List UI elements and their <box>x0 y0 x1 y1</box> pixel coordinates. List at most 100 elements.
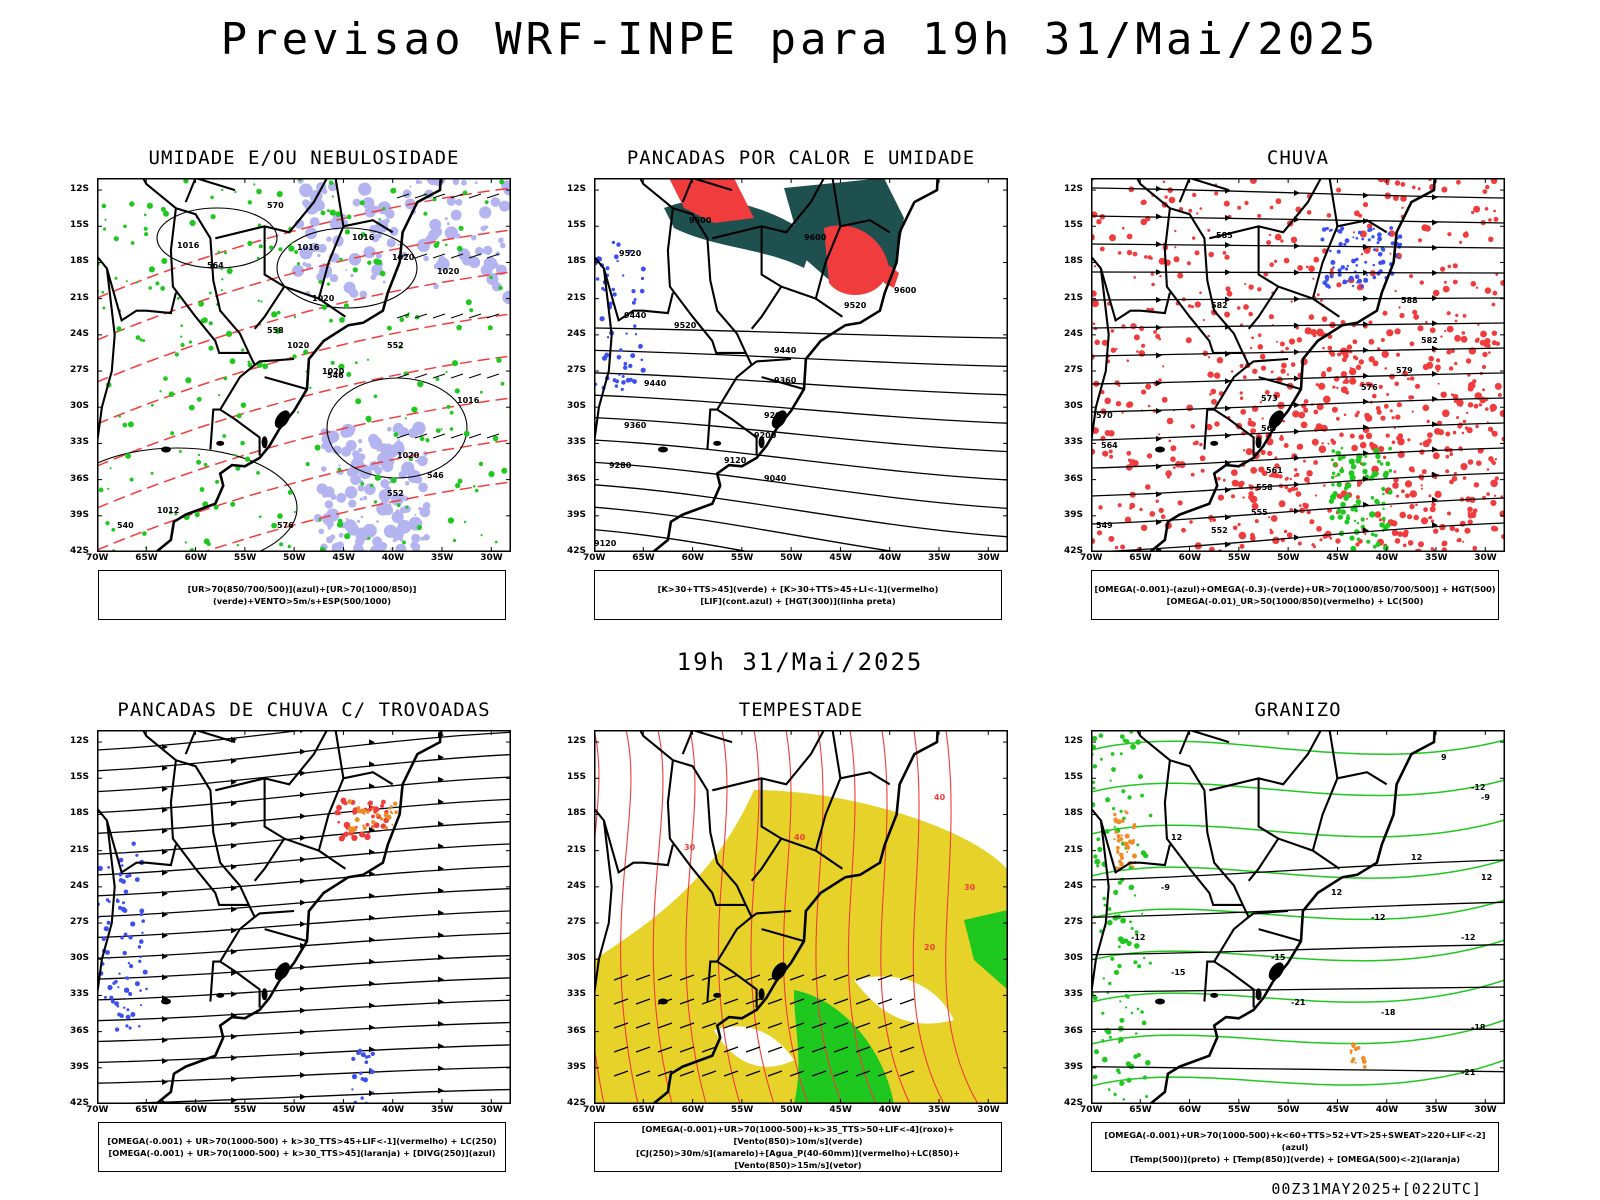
lat-tick-label: 30S <box>1064 953 1084 964</box>
hgt300-contours <box>594 327 1008 552</box>
lat-tick-label: 27S <box>1064 365 1084 376</box>
lon-tick-label: 45W <box>332 553 355 563</box>
contour-label: 558 <box>267 326 284 335</box>
lat-tick-label: 36S <box>1064 473 1084 484</box>
temp850-green <box>1091 739 1505 1087</box>
lat-tick-label: 18S <box>567 256 587 267</box>
wind850-green <box>794 910 1008 1104</box>
map-axes <box>1091 730 1505 1104</box>
lat-tick-label: 36S <box>567 473 587 484</box>
contour-label: -12 <box>1131 933 1145 942</box>
lat-tick-label: 39S <box>1064 1061 1084 1072</box>
contour-label: 9120 <box>594 539 617 548</box>
contour-label: 582 <box>1211 301 1228 310</box>
lon-tick-label: 70W <box>1080 553 1103 563</box>
legend-granizo: [OMEGA(-0.001)+UR>70(1000-500)+k<60+TTS>… <box>1091 1122 1499 1172</box>
contour-label: 9040 <box>764 474 787 483</box>
map-tempestade: 40 30 20 40 30 <box>594 730 1008 1104</box>
lon-tick-label: 45W <box>1326 553 1349 563</box>
lon-tick-label: 35W <box>431 553 454 563</box>
lat-tick-label: 33S <box>1064 437 1084 448</box>
lon-tick-label: 55W <box>730 553 754 563</box>
lon-tick-label: 50W <box>283 1105 306 1115</box>
lon-tick-label: 45W <box>1326 1105 1349 1115</box>
lon-tick-label: 55W <box>1227 1105 1251 1115</box>
map-umidade: 1016 1016 1016 1020 1020 1020 1020 1020 1020 1016… <box>97 178 511 552</box>
contour-label: 546 <box>427 471 444 480</box>
lon-tick-label: 30W <box>1474 553 1497 563</box>
map-axes <box>97 730 511 1104</box>
lat-tick-label: 30S <box>70 401 90 412</box>
lat-tick-label: 42S <box>567 1098 587 1108</box>
legend-line: [CJ(250)>30m/s](amarelo)+[Agua_P(40-60mm… <box>635 1148 961 1170</box>
lat-tick-label: 21S <box>567 292 587 303</box>
map-axes <box>594 178 1008 552</box>
contour-label: -18 <box>1381 1008 1396 1017</box>
lon-tick-label: 30W <box>480 553 503 563</box>
lon-tick-label: 65W <box>135 553 158 563</box>
map-pancadas-calor: 9600 9600 9520 9520 9520 9440 9440 9440 9360 9360… <box>594 178 1008 552</box>
lat-tick-label: 12S <box>567 736 587 747</box>
lat-tick-label: 18S <box>567 808 587 819</box>
panel-title-umidade: UMIDADE E/OU NEBULOSIDADE <box>148 147 460 169</box>
lon-tick-label: 40W <box>1375 1105 1399 1115</box>
lat-tick-label: 24S <box>70 328 90 339</box>
lat-tick-label: 15S <box>70 220 90 231</box>
lat-tick-label: 30S <box>567 953 587 964</box>
lat-tick-label: 21S <box>567 844 587 855</box>
contour-label: 555 <box>1251 508 1268 517</box>
lat-tick-label: 18S <box>1064 256 1084 267</box>
lat-tick-label: 15S <box>1064 220 1084 231</box>
contour-label: 1012 <box>157 506 179 515</box>
lat-tick-label: 36S <box>70 1025 90 1036</box>
lat-tick-label: 36S <box>1064 1025 1084 1036</box>
lat-tick-label: 27S <box>70 917 90 928</box>
contour-label: 567 <box>1261 424 1278 433</box>
lon-tick-label: 40W <box>381 553 405 563</box>
lon-tick-label: 60W <box>1178 1105 1202 1115</box>
lon-tick-label: 30W <box>977 553 1000 563</box>
contour-label: -15 <box>1271 953 1286 962</box>
contour-label: 12 <box>1411 853 1422 862</box>
temp850-green <box>1091 730 1153 1104</box>
legend-line: [K>30+TTS>45](verde) + [K>30+TTS>45+LI<-… <box>657 584 939 594</box>
panel-title-pancadas-trovoadas: PANCADAS DE CHUVA C/ TROVOADAS <box>117 699 491 721</box>
lat-tick-label: 27S <box>1064 917 1084 928</box>
lon-tick-label: 40W <box>381 1105 405 1115</box>
lon-tick-label: 65W <box>1129 553 1152 563</box>
contour-label: 1020 <box>287 341 310 350</box>
contour-label: 9440 <box>624 311 647 320</box>
contour-label: 12 <box>1171 833 1182 842</box>
panel-title-pancadas-calor: PANCADAS POR CALOR E UMIDADE <box>626 147 976 169</box>
contour-label: 1020 <box>322 367 345 376</box>
lon-tick-label: 35W <box>928 553 951 563</box>
legend-pancadas-trovoadas: [OMEGA(-0.001) + UR>70(1000-500) + k>30_… <box>98 1122 506 1172</box>
contour-label: 9520 <box>619 249 642 258</box>
contour-label: 9360 <box>624 421 647 430</box>
lon-tick-label: 50W <box>780 553 803 563</box>
lon-tick-label: 60W <box>184 553 208 563</box>
legend-line: [OMEGA(-0.001) + UR>70(1000-500) + k>30_… <box>107 1136 497 1146</box>
lon-tick-label: 50W <box>1277 1105 1300 1115</box>
lon-tick-label: 55W <box>233 553 257 563</box>
legend-line: [LIF](cont.azul) + [HGT(300)](linha pret… <box>700 596 896 606</box>
contour-label: -9 <box>1481 793 1490 802</box>
lon-tick-label: 55W <box>1227 553 1251 563</box>
lat-tick-label: 21S <box>70 844 90 855</box>
lat-tick-label: 21S <box>1064 292 1084 303</box>
contour-label: 30 <box>684 843 696 852</box>
lon-tick-label: 45W <box>332 1105 355 1115</box>
contour-label: 579 <box>1396 366 1413 375</box>
lat-tick-label: 30S <box>567 401 587 412</box>
lon-tick-label: 30W <box>1474 1105 1497 1115</box>
lat-tick-label: 12S <box>1064 736 1084 747</box>
lon-tick-label: 65W <box>1129 1105 1152 1115</box>
lat-tick-label: 21S <box>1064 844 1084 855</box>
contour-label: 9520 <box>844 301 867 310</box>
lat-tick-label: 27S <box>567 917 587 928</box>
lat-tick-label: 33S <box>567 437 587 448</box>
lat-tick-label: 33S <box>1064 989 1084 1000</box>
map-axes <box>1091 178 1505 552</box>
lon-tick-label: 35W <box>1425 553 1448 563</box>
contour-label: 561 <box>1266 466 1283 475</box>
